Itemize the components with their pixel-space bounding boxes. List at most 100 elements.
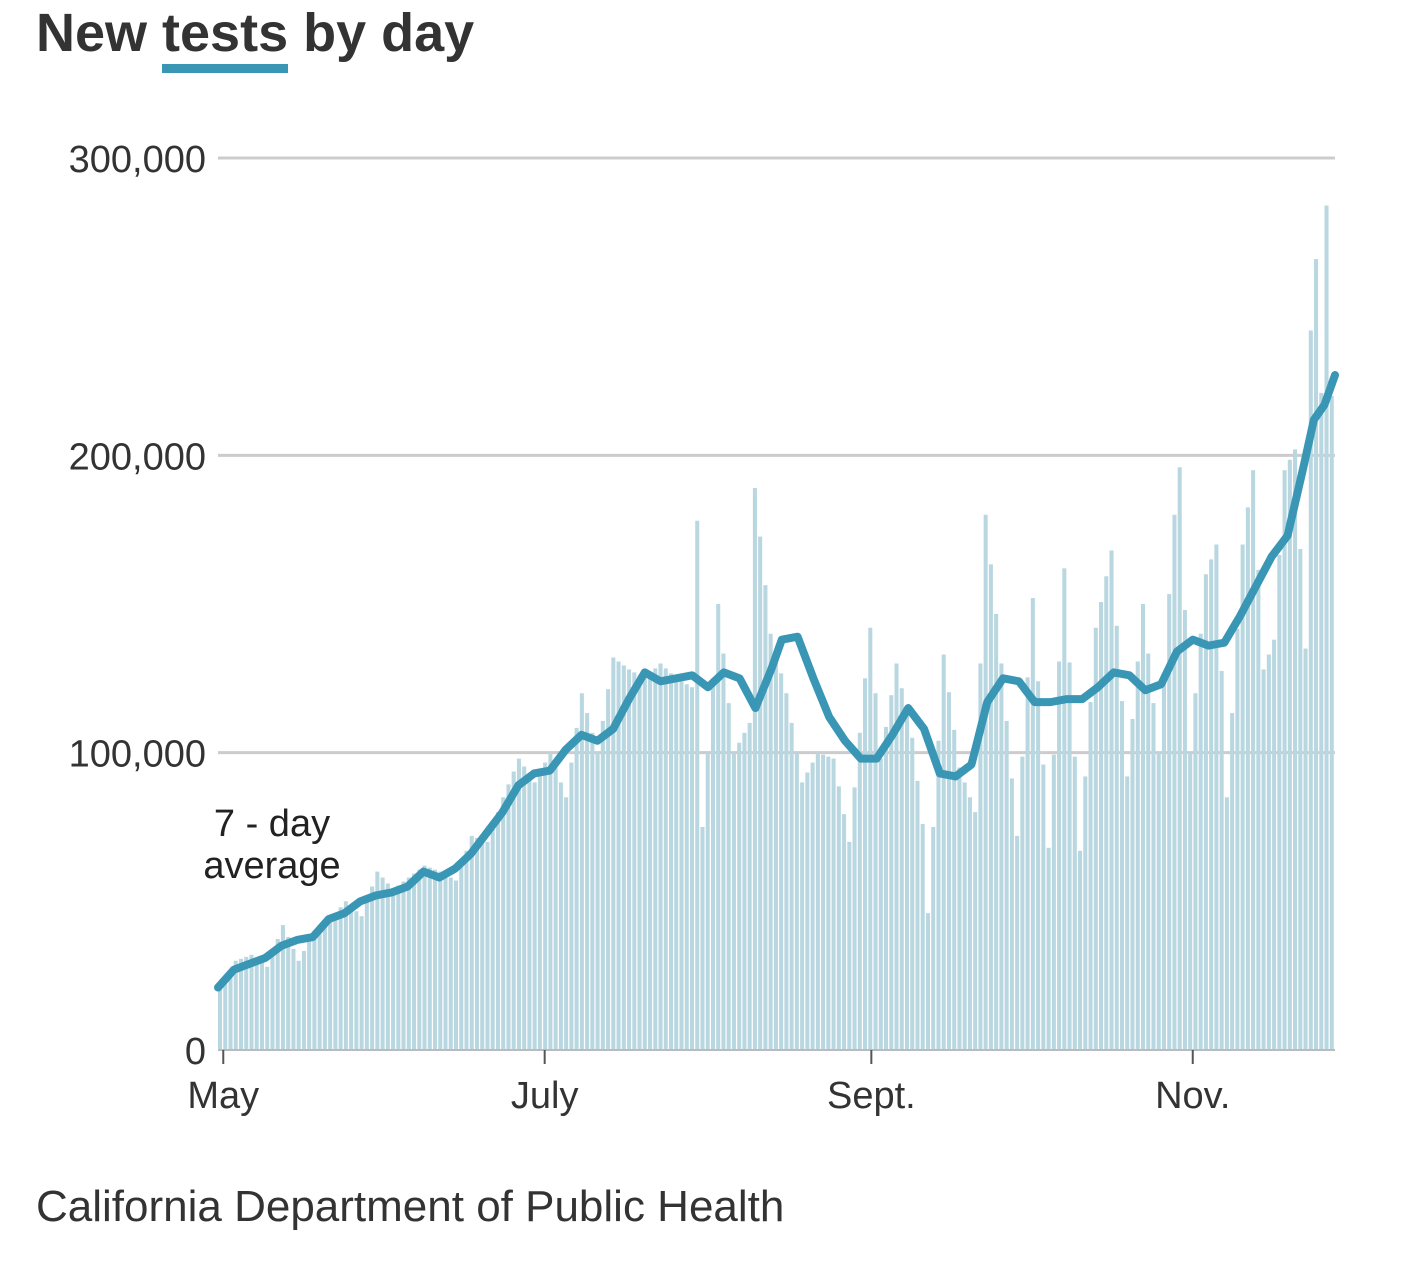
chart-title-highlight: tests: [162, 2, 289, 74]
daily-bar: [1172, 514, 1177, 1050]
daily-bar: [663, 668, 668, 1050]
daily-bar: [1062, 568, 1067, 1050]
daily-bar: [1072, 756, 1077, 1050]
daily-bar: [747, 722, 752, 1050]
daily-bar: [453, 880, 459, 1050]
daily-bar: [1156, 752, 1161, 1050]
daily-bar: [1308, 330, 1313, 1050]
daily-bar: [254, 958, 259, 1050]
daily-bar: [1329, 395, 1334, 1050]
daily-bar: [270, 952, 275, 1050]
daily-bar: [1256, 569, 1261, 1050]
daily-bar: [920, 824, 925, 1050]
daily-bar: [700, 827, 705, 1050]
daily-bar: [590, 732, 595, 1050]
daily-bar: [1104, 576, 1109, 1050]
daily-bar: [805, 772, 810, 1050]
daily-bar: [884, 726, 889, 1050]
chart: 0 100,000 200,000 300,000 May July Sept. Nov. 7…: [69, 139, 1339, 1117]
daily-bar: [564, 797, 569, 1050]
daily-bar: [1324, 205, 1329, 1050]
daily-bar: [443, 874, 448, 1050]
daily-bar: [1067, 662, 1072, 1050]
daily-bar: [1004, 720, 1009, 1050]
daily-bar: [1083, 776, 1088, 1050]
daily-bar: [1088, 702, 1093, 1050]
daily-bar: [1036, 681, 1041, 1050]
daily-bar: [873, 693, 878, 1050]
daily-bar: [1130, 718, 1135, 1050]
daily-bar: [1046, 847, 1051, 1050]
daily-bar: [658, 663, 663, 1050]
daily-bar: [296, 960, 301, 1050]
daily-bar: [401, 881, 406, 1050]
daily-bar: [726, 703, 731, 1050]
daily-bar: [967, 797, 972, 1050]
daily-bar: [695, 520, 700, 1050]
daily-bar: [595, 752, 600, 1050]
daily-bar: [422, 865, 427, 1050]
daily-bar: [317, 927, 322, 1050]
daily-bar: [579, 693, 584, 1050]
daily-bar: [338, 907, 343, 1050]
daily-bar: [495, 812, 500, 1050]
daily-bar: [1272, 639, 1277, 1050]
daily-bar: [244, 956, 249, 1050]
x-tick-label: July: [511, 1075, 579, 1117]
daily-bar: [994, 613, 999, 1050]
y-tick-label: 100,000: [69, 734, 206, 776]
daily-bar: [343, 901, 348, 1050]
daily-bar: [936, 740, 941, 1050]
daily-bar: [731, 752, 736, 1050]
daily-bar: [773, 653, 778, 1050]
daily-bar: [548, 752, 553, 1050]
daily-bar: [1114, 625, 1119, 1050]
daily-bar: [359, 916, 364, 1050]
daily-bar: [1303, 648, 1308, 1050]
daily-bar: [427, 867, 432, 1050]
daily-bar: [600, 720, 605, 1050]
daily-bar: [396, 885, 401, 1050]
daily-bar: [1235, 628, 1240, 1050]
daily-bar: [878, 758, 883, 1050]
daily-bar: [789, 722, 794, 1050]
daily-bar: [910, 737, 915, 1050]
daily-bar: [637, 675, 642, 1050]
daily-bar: [1266, 654, 1271, 1050]
daily-bar: [1140, 604, 1146, 1050]
daily-bar: [1277, 554, 1282, 1050]
daily-bar: [553, 767, 558, 1050]
daily-bar: [249, 954, 254, 1050]
daily-bar: [349, 906, 354, 1050]
daily-bar: [1167, 594, 1172, 1050]
daily-bar: [1015, 835, 1020, 1050]
daily-bar: [1261, 669, 1266, 1050]
daily-bar: [925, 913, 930, 1050]
x-tick-label: Sept.: [827, 1075, 916, 1117]
daily-bar: [448, 877, 453, 1050]
daily-bar: [1224, 797, 1229, 1050]
daily-bar: [784, 693, 789, 1050]
daily-bar: [433, 869, 438, 1050]
daily-bar: [1161, 673, 1166, 1050]
daily-bar: [779, 673, 784, 1050]
daily-bar: [904, 713, 910, 1050]
daily-bar: [716, 604, 721, 1050]
y-tick-label: 0: [185, 1031, 206, 1073]
daily-bar: [1203, 574, 1208, 1050]
daily-bar: [1251, 470, 1256, 1050]
axes: [218, 1049, 1335, 1064]
daily-bar: [1198, 633, 1203, 1050]
daily-bar: [632, 672, 637, 1050]
daily-bar: [815, 752, 820, 1050]
daily-bar: [794, 752, 799, 1050]
daily-bar: [354, 911, 359, 1050]
daily-bar: [863, 678, 868, 1050]
daily-bar: [752, 488, 757, 1050]
daily-bar: [810, 762, 815, 1050]
daily-bar: [978, 663, 983, 1050]
daily-bar: [1135, 661, 1140, 1050]
daily-bar: [1051, 754, 1056, 1050]
daily-bar: [527, 774, 532, 1050]
axis-labels: 0 100,000 200,000 300,000 May July Sept. Nov.: [69, 139, 1231, 1117]
